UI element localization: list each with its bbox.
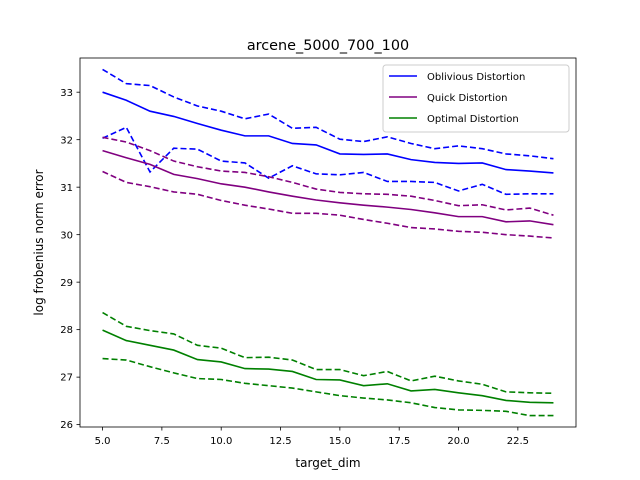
- oblivious-distortion-line: [102, 91, 554, 174]
- optimal-distortion-upper-line: [102, 311, 554, 395]
- quick-distortion-line: [102, 149, 554, 226]
- oblivious-distortion-legend-label: Oblivious Distortion: [427, 72, 525, 83]
- x-tick-label: 5.0: [95, 436, 111, 447]
- x-tick-label: 10.0: [210, 436, 232, 447]
- plot-area-frame: [79, 57, 577, 428]
- x-tick-label: 12.5: [269, 436, 291, 447]
- x-tick-label: 20.0: [447, 436, 469, 447]
- y-tick-label: 33: [60, 88, 73, 99]
- quick-distortion-legend-label: Quick Distortion: [427, 93, 507, 104]
- y-axis: 26 27 28 29 30 31 32 33: [60, 88, 80, 431]
- x-tick-label: 17.5: [388, 436, 410, 447]
- optimal-distortion-line: [102, 329, 554, 404]
- x-axis: 5.0 7.5 10.0 12.5 15.0 17.5 20.0 22.5: [95, 427, 529, 447]
- x-tick-label: 22.5: [507, 436, 529, 447]
- chart-title: arcene_5000_700_100: [247, 38, 409, 54]
- y-tick-label: 29: [60, 278, 73, 289]
- legend: Oblivious Distortion Quick Distortion Opti…: [382, 64, 570, 133]
- y-tick-label: 31: [60, 183, 73, 194]
- plot-lines: [102, 68, 554, 417]
- optimal-distortion-lower-line: [102, 357, 554, 417]
- quick-distortion-lower-line: [102, 170, 554, 239]
- x-tick-label: 7.5: [154, 436, 170, 447]
- y-tick-label: 30: [60, 230, 73, 241]
- y-tick-label: 32: [60, 135, 73, 146]
- optimal-distortion-legend-label: Optimal Distortion: [427, 114, 519, 125]
- y-tick-label: 26: [60, 420, 73, 431]
- legend-box: [382, 64, 570, 133]
- x-axis-label: target_dim: [295, 456, 360, 470]
- y-tick-label: 28: [60, 325, 73, 336]
- y-tick-label: 27: [60, 373, 73, 384]
- oblivious-distortion-upper-line: [102, 68, 554, 160]
- x-tick-label: 15.0: [329, 436, 351, 447]
- y-axis-label: log frobenius norm error: [32, 169, 46, 315]
